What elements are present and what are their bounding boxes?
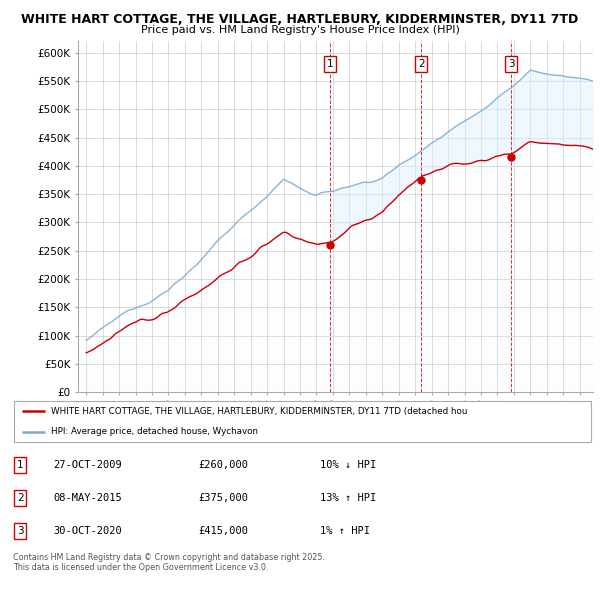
Text: £415,000: £415,000 xyxy=(199,526,248,536)
Text: 1% ↑ HPI: 1% ↑ HPI xyxy=(320,526,370,536)
Text: 2: 2 xyxy=(418,59,424,69)
Text: 1: 1 xyxy=(327,59,334,69)
Text: 3: 3 xyxy=(508,59,514,69)
Text: HPI: Average price, detached house, Wychavon: HPI: Average price, detached house, Wych… xyxy=(51,427,258,436)
Text: 1: 1 xyxy=(17,460,23,470)
Text: 27-OCT-2009: 27-OCT-2009 xyxy=(54,460,122,470)
FancyBboxPatch shape xyxy=(14,401,591,442)
Text: Contains HM Land Registry data © Crown copyright and database right 2025.
This d: Contains HM Land Registry data © Crown c… xyxy=(13,553,325,572)
Text: WHITE HART COTTAGE, THE VILLAGE, HARTLEBURY, KIDDERMINSTER, DY11 7TD: WHITE HART COTTAGE, THE VILLAGE, HARTLEB… xyxy=(22,13,578,26)
Text: 10% ↓ HPI: 10% ↓ HPI xyxy=(320,460,376,470)
Text: Price paid vs. HM Land Registry's House Price Index (HPI): Price paid vs. HM Land Registry's House … xyxy=(140,25,460,35)
Text: 13% ↑ HPI: 13% ↑ HPI xyxy=(320,493,376,503)
Text: 30-OCT-2020: 30-OCT-2020 xyxy=(54,526,122,536)
Text: 3: 3 xyxy=(17,526,23,536)
Text: 08-MAY-2015: 08-MAY-2015 xyxy=(54,493,122,503)
Text: £260,000: £260,000 xyxy=(199,460,248,470)
Text: £375,000: £375,000 xyxy=(199,493,248,503)
Text: 2: 2 xyxy=(17,493,23,503)
Text: WHITE HART COTTAGE, THE VILLAGE, HARTLEBURY, KIDDERMINSTER, DY11 7TD (detached h: WHITE HART COTTAGE, THE VILLAGE, HARTLEB… xyxy=(51,407,467,416)
